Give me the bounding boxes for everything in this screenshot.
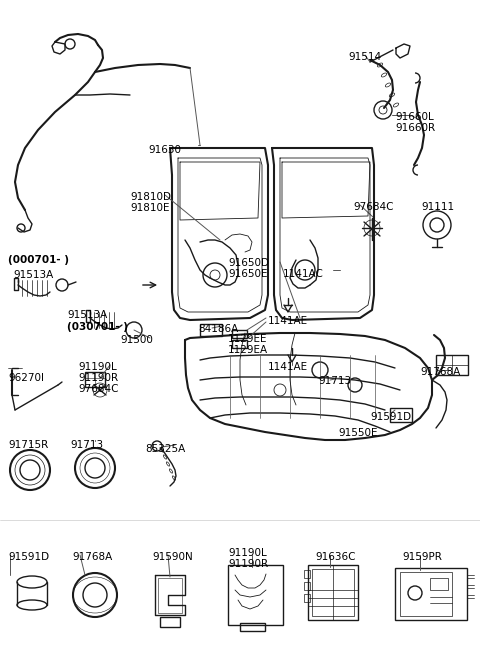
- Text: (000701- ): (000701- ): [8, 255, 69, 265]
- Bar: [390, 408, 412, 422]
- Bar: [436, 355, 468, 375]
- Text: 1141AE: 1141AE: [268, 316, 308, 326]
- Text: 91513A: 91513A: [67, 310, 107, 320]
- Bar: [308, 565, 358, 620]
- Text: 91660R: 91660R: [395, 123, 435, 133]
- Text: 91190L: 91190L: [78, 362, 117, 372]
- Text: 1129EE: 1129EE: [228, 334, 267, 344]
- Text: 91715R: 91715R: [8, 440, 48, 450]
- Text: 91810D: 91810D: [130, 192, 171, 202]
- Text: 91636C: 91636C: [315, 552, 356, 562]
- Bar: [85, 372, 105, 387]
- Bar: [240, 623, 265, 631]
- Text: 97684C: 97684C: [353, 202, 394, 212]
- Text: 1129EA: 1129EA: [228, 345, 268, 355]
- Bar: [304, 570, 310, 578]
- Bar: [200, 324, 222, 336]
- Text: 91713: 91713: [70, 440, 103, 450]
- Bar: [312, 569, 354, 616]
- Bar: [395, 568, 467, 620]
- Text: 91650D: 91650D: [228, 258, 269, 268]
- Text: 9159PR: 9159PR: [402, 552, 442, 562]
- Text: 1141AC: 1141AC: [283, 269, 324, 279]
- Bar: [232, 330, 247, 338]
- Text: 91810E: 91810E: [130, 203, 169, 213]
- Text: 91591D: 91591D: [8, 552, 49, 562]
- Text: 91550E: 91550E: [338, 428, 377, 438]
- Bar: [400, 572, 452, 616]
- Bar: [304, 594, 310, 602]
- Text: 91111: 91111: [421, 202, 454, 212]
- Bar: [304, 582, 310, 590]
- Text: 91650E: 91650E: [228, 269, 267, 279]
- Text: 91630: 91630: [148, 145, 181, 155]
- Text: 91190R: 91190R: [78, 373, 118, 383]
- Text: 96270I: 96270I: [8, 373, 44, 383]
- Text: 91713: 91713: [318, 376, 351, 386]
- Text: 91190L: 91190L: [228, 548, 267, 558]
- Text: (030701- ): (030701- ): [67, 322, 128, 332]
- Bar: [232, 340, 247, 348]
- Text: 85325A: 85325A: [145, 444, 185, 454]
- Text: 91190R: 91190R: [228, 559, 268, 569]
- Bar: [430, 578, 448, 590]
- Text: 91500: 91500: [120, 335, 153, 345]
- Text: 91591D: 91591D: [370, 412, 411, 422]
- Text: 97684C: 97684C: [78, 384, 119, 394]
- Bar: [160, 617, 180, 627]
- Text: 84186A: 84186A: [198, 324, 238, 334]
- Text: 91513A: 91513A: [13, 270, 53, 280]
- Bar: [158, 578, 182, 613]
- Text: 91590N: 91590N: [152, 552, 193, 562]
- Text: 91768A: 91768A: [72, 552, 112, 562]
- Text: 91514: 91514: [348, 52, 381, 62]
- Bar: [228, 565, 283, 625]
- Text: 1141AE: 1141AE: [268, 362, 308, 372]
- Text: 91768A: 91768A: [420, 367, 460, 377]
- Text: 91660L: 91660L: [395, 112, 434, 122]
